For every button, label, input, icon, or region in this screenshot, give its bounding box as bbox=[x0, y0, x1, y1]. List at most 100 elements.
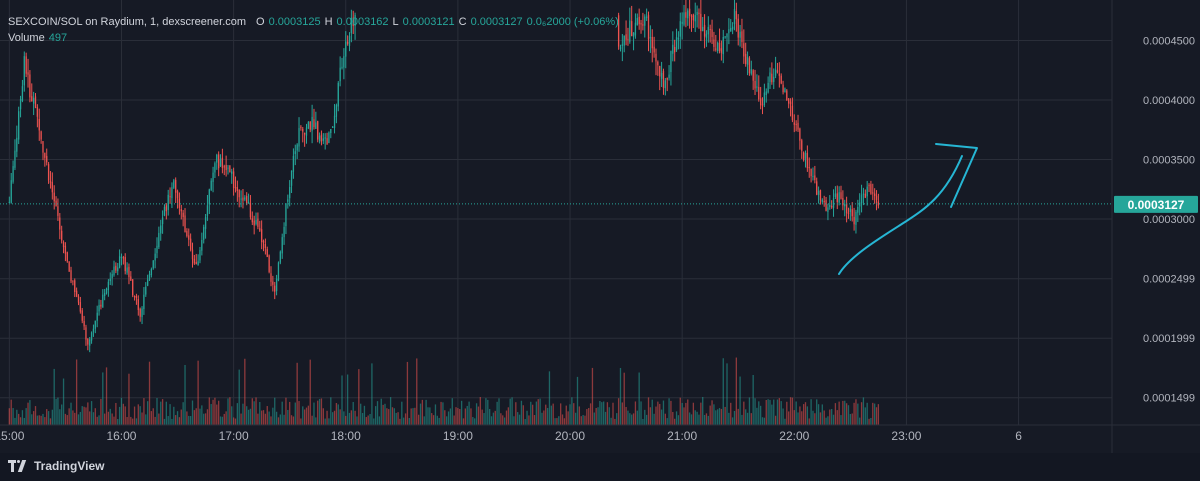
candle-body bbox=[141, 308, 143, 318]
volume-bar bbox=[126, 417, 128, 425]
candle-body bbox=[649, 37, 652, 39]
volume-bar bbox=[530, 401, 532, 425]
volume-bar bbox=[679, 397, 681, 425]
volume-bar bbox=[72, 410, 74, 425]
volume-bar bbox=[819, 412, 822, 425]
candle-body bbox=[182, 212, 184, 218]
candle-body bbox=[216, 154, 218, 163]
candle-body bbox=[868, 185, 870, 187]
volume-bar bbox=[806, 406, 809, 425]
volume-bar bbox=[352, 402, 354, 425]
volume-bar bbox=[186, 411, 188, 425]
candle-body bbox=[831, 206, 833, 208]
volume-bar bbox=[74, 412, 76, 425]
candle-body bbox=[104, 292, 106, 296]
volume-bar bbox=[754, 398, 756, 425]
volume-bar bbox=[573, 403, 575, 425]
volume-bar bbox=[537, 399, 539, 425]
candle-body bbox=[750, 69, 752, 74]
volume-bar bbox=[87, 402, 89, 425]
candle-body bbox=[789, 101, 792, 105]
candle-body bbox=[311, 116, 313, 131]
candle-body bbox=[728, 29, 730, 34]
volume-bar bbox=[612, 402, 614, 425]
volume-bar bbox=[481, 409, 483, 425]
volume-bar bbox=[546, 407, 549, 425]
volume-bar bbox=[687, 399, 689, 425]
candle-body bbox=[268, 255, 270, 272]
candle-body bbox=[126, 267, 128, 273]
volume-bar bbox=[16, 409, 18, 425]
volume-bar bbox=[83, 406, 85, 425]
candlestick-chart[interactable]: 0.0004500 0.0004000 0.0003500 0.0003000 0.00… bbox=[0, 0, 1200, 453]
volume-bar bbox=[414, 407, 416, 425]
volume-bar bbox=[873, 403, 876, 425]
volume-bar bbox=[842, 400, 844, 425]
volume-bar bbox=[403, 417, 405, 425]
candle-body bbox=[178, 198, 181, 208]
candle-body bbox=[799, 128, 801, 141]
volume-bar bbox=[724, 406, 726, 425]
volume-bar bbox=[115, 402, 117, 425]
volume-bar bbox=[255, 397, 257, 425]
candle-body bbox=[307, 122, 310, 129]
volume-bar bbox=[212, 399, 214, 425]
volume-bar bbox=[472, 417, 474, 425]
volume-bar bbox=[113, 416, 115, 425]
candle-body bbox=[23, 56, 25, 86]
volume-bar bbox=[763, 417, 766, 425]
change-value: 0.0₆2000 (+0.06%) bbox=[526, 16, 619, 28]
volume-bar bbox=[427, 407, 429, 425]
candle-body bbox=[801, 140, 803, 151]
volume-bar bbox=[380, 398, 382, 425]
volume-bar bbox=[767, 399, 769, 425]
volume-bar bbox=[653, 413, 655, 425]
volume-bar bbox=[651, 399, 653, 425]
volume-bar bbox=[346, 374, 349, 425]
candle-body bbox=[877, 201, 880, 206]
candle-body bbox=[94, 320, 96, 329]
candle-body bbox=[748, 58, 751, 74]
candle-body bbox=[156, 245, 158, 254]
volume-bar bbox=[47, 411, 50, 425]
candle-body bbox=[842, 198, 844, 206]
candle-body bbox=[679, 21, 681, 37]
candle-body bbox=[730, 28, 732, 32]
candle-body bbox=[102, 294, 104, 308]
candle-body bbox=[8, 201, 10, 203]
volume-bar bbox=[694, 410, 696, 425]
volume-bar bbox=[421, 399, 424, 425]
candle-body bbox=[625, 34, 627, 40]
volume-bar bbox=[348, 412, 351, 425]
candle-body bbox=[769, 72, 771, 82]
volume-label[interactable]: Volume bbox=[8, 32, 45, 44]
candle-body bbox=[840, 192, 842, 199]
candle-body bbox=[851, 209, 853, 217]
candle-body bbox=[759, 98, 762, 106]
candle-body bbox=[227, 167, 229, 169]
volume-bar bbox=[860, 402, 863, 425]
candle-body bbox=[21, 86, 24, 101]
volume-bar bbox=[631, 414, 633, 425]
volume-bar bbox=[363, 405, 366, 425]
volume-bar bbox=[401, 401, 403, 425]
volume-bar bbox=[853, 402, 855, 425]
volume-bar bbox=[219, 416, 222, 425]
volume-bar bbox=[96, 416, 98, 425]
candle-body bbox=[870, 184, 872, 194]
volume-bar bbox=[834, 403, 837, 425]
volume-bar bbox=[773, 399, 775, 425]
tradingview-logo[interactable]: TradingView bbox=[8, 459, 104, 473]
candle-body bbox=[89, 339, 91, 346]
candle-body bbox=[687, 10, 689, 19]
candle-body bbox=[862, 193, 865, 195]
symbol-label[interactable]: SEXCOIN/SOL on Raydium, 1, dexscreener.c… bbox=[8, 16, 247, 28]
candle-body bbox=[274, 285, 276, 292]
volume-bar bbox=[253, 401, 255, 425]
candle-body bbox=[231, 171, 233, 174]
volume-bar bbox=[208, 397, 210, 425]
volume-bar bbox=[175, 415, 177, 425]
candle-body bbox=[326, 138, 328, 145]
volume-bar bbox=[563, 418, 566, 425]
